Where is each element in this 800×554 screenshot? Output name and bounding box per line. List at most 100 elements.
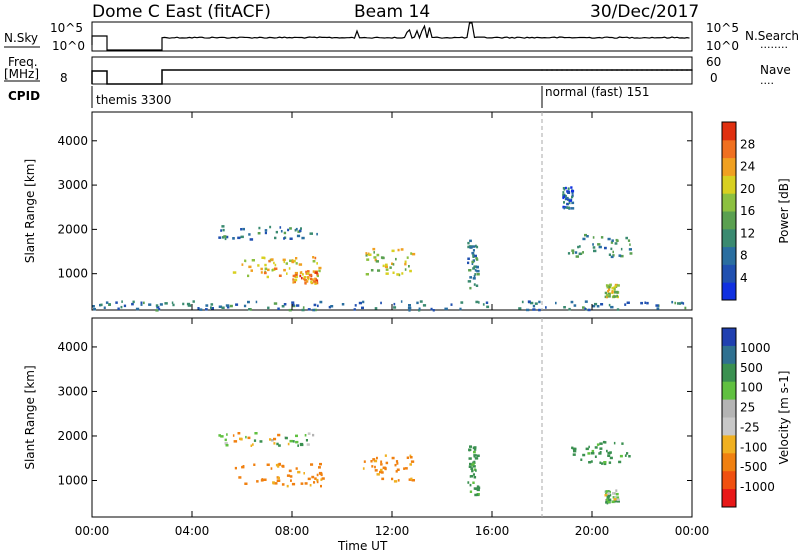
- data-cell: [264, 263, 267, 267]
- data-cell: [475, 300, 479, 304]
- data-cell: [566, 190, 569, 193]
- data-cell: [155, 304, 159, 307]
- data-cell: [473, 265, 477, 268]
- data-cell: [253, 463, 256, 466]
- data-cell: [289, 227, 292, 230]
- data-cell: [585, 447, 589, 451]
- data-cell: [172, 303, 175, 307]
- freq-left-tick: 8: [60, 71, 68, 85]
- data-cell: [260, 271, 263, 274]
- data-cell: [303, 276, 307, 279]
- data-cell: [468, 465, 472, 468]
- data-cell: [567, 252, 571, 255]
- data-cell: [279, 226, 282, 229]
- data-cell: [210, 307, 214, 310]
- data-cell: [472, 249, 475, 252]
- data-cell: [568, 190, 571, 193]
- data-cell: [365, 254, 368, 257]
- data-cell: [472, 245, 476, 248]
- data-cell: [304, 482, 308, 485]
- data-cell: [295, 227, 298, 231]
- data-cell: [289, 439, 293, 443]
- data-cell: [616, 239, 619, 242]
- data-cell: [627, 239, 631, 242]
- data-cell: [604, 295, 607, 299]
- data-cell: [607, 494, 611, 498]
- data-cell: [607, 237, 611, 241]
- x-tick-label: 12:00: [375, 524, 410, 538]
- data-cell: [607, 492, 611, 495]
- data-cell: [286, 272, 288, 275]
- data-cell: [614, 291, 617, 294]
- data-cell: [241, 465, 245, 469]
- data-cell: [565, 206, 568, 209]
- velocity-panel: 1000 2000 3000 4000 Slant Range [km] 1000 500 1…: [23, 317, 791, 518]
- data-cell: [298, 263, 303, 266]
- freq-series-line: [91, 69, 692, 85]
- cpid-label: CPID: [8, 89, 40, 103]
- colorbar-tick-label: 16: [740, 204, 755, 218]
- data-cell: [303, 472, 305, 475]
- data-cell: [419, 300, 423, 303]
- data-cell: [312, 308, 316, 312]
- data-cell: [132, 300, 135, 304]
- data-cell: [373, 459, 378, 463]
- data-cell: [610, 255, 614, 259]
- data-cell: [573, 447, 577, 451]
- data-cell: [594, 302, 598, 306]
- x-tick-label: 00:00: [675, 524, 710, 538]
- data-cell: [232, 271, 237, 274]
- data-cell: [220, 435, 224, 438]
- data-cell: [306, 272, 310, 275]
- data-cell: [371, 465, 374, 468]
- data-cell: [240, 438, 243, 441]
- data-cell: [393, 306, 397, 309]
- data-cell: [578, 252, 582, 256]
- data-cell: [538, 300, 541, 304]
- data-cell: [596, 443, 600, 446]
- data-cell: [409, 463, 412, 466]
- data-cell: [283, 260, 285, 264]
- data-cell: [408, 265, 410, 268]
- data-cell: [197, 307, 200, 310]
- data-cell: [366, 258, 370, 261]
- x-tick-label: 16:00: [475, 524, 510, 538]
- data-cell: [148, 303, 152, 306]
- data-cell: [628, 455, 631, 458]
- data-cell: [615, 496, 620, 499]
- data-cell: [613, 441, 616, 445]
- data-cell: [573, 304, 577, 307]
- data-cell: [671, 300, 674, 304]
- data-cell: [301, 308, 305, 312]
- data-cell: [476, 273, 480, 276]
- data-cell: [575, 255, 579, 258]
- data-cell: [316, 274, 319, 278]
- data-cell: [476, 269, 480, 273]
- data-cell: [472, 255, 475, 258]
- data-cell: [577, 245, 580, 249]
- data-cell: [406, 456, 409, 459]
- colorbar-tick-label: 20: [740, 182, 755, 196]
- data-cell: [555, 301, 557, 305]
- data-cell: [570, 186, 573, 189]
- data-cell: [277, 463, 281, 466]
- data-cell: [614, 285, 617, 288]
- data-cell: [389, 266, 392, 269]
- data-cell: [527, 300, 531, 303]
- data-cell: [282, 465, 285, 468]
- nsky-right-tick-top: 10^5: [706, 21, 739, 35]
- data-cell: [620, 254, 624, 258]
- data-cell: [615, 492, 619, 496]
- data-cell: [482, 303, 485, 306]
- data-cell: [260, 267, 263, 271]
- data-cell: [469, 239, 472, 243]
- freq-panel: Freq. [MHz] 8 60 0 Nave ....: [4, 55, 791, 87]
- data-cell: [272, 481, 275, 484]
- nsky-panel: N.Sky 10^5 10^0 10^5 10^0 N.Search .....…: [4, 21, 799, 53]
- data-cell: [295, 257, 298, 260]
- data-cell: [621, 442, 624, 445]
- colorbar-tick-label: 8: [740, 249, 748, 263]
- data-cell: [313, 280, 316, 283]
- data-cell: [572, 251, 574, 255]
- data-cell: [476, 265, 479, 269]
